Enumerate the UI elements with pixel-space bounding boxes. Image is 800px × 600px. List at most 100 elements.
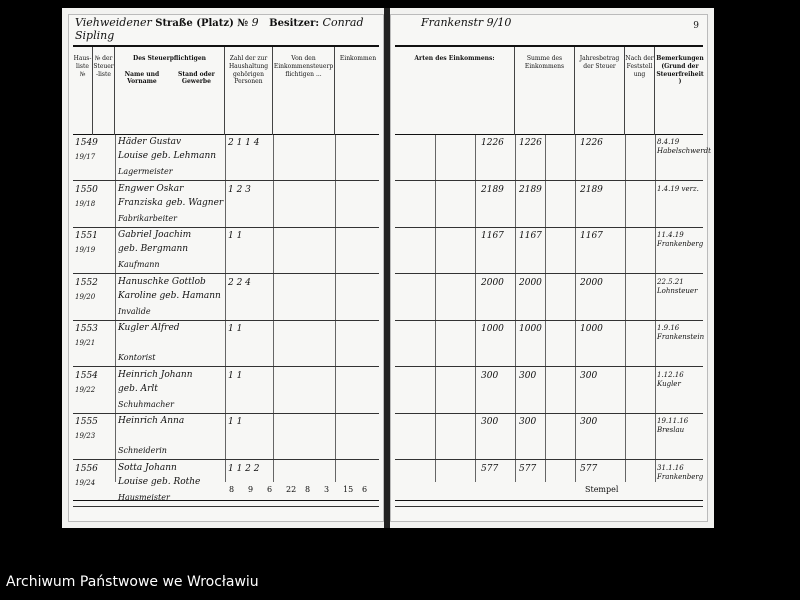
remark: 31.1.16 Frankenberg [657,463,704,481]
table-row: 300 300 300 19.11.16 Breslau [395,414,703,460]
tax-value: 300 [580,370,598,381]
row-number: 1552 [75,277,98,288]
taxpayer-name-2: geb. Arlt [118,383,158,394]
income-sum: 2189 [519,184,542,195]
table-row: 577 577 577 31.1.16 Frankenberg [395,461,703,507]
row-number: 1551 [75,231,98,241]
right-rows: 1226 1226 1226 8.4.19 Habelschwerdt 2189 … [395,135,711,507]
household-counts: 1 1 2 2 [228,463,260,474]
column-rule [515,135,516,482]
table-row: 1000 1000 1000 1.9.16 Frankenstein [395,321,705,367]
trade: Fabrikarbeiter [118,213,177,223]
income-sum: 300 [519,417,537,427]
summary-value: 9 [248,485,254,494]
household-counts: 1 1 [228,417,243,427]
income-sum: 1167 [519,231,542,241]
income-value: 1167 [481,231,504,241]
taxpayer-name: Kugler Alfred [118,323,180,333]
column-rule [545,135,546,482]
row-ref: 19/22 [75,385,96,394]
income-sum: 1226 [519,138,542,148]
table-row: 1550 19/18 Engwer Oskar Franziska geb. W… [73,182,379,228]
table-row: 300 300 300 1.12.16 Kugler [395,368,703,414]
tax-value: 577 [580,463,598,474]
stamp-text: Stempel [585,485,619,494]
binding-gutter [384,8,390,528]
row-ref: 19/19 [75,246,96,254]
trade: Kontorist [118,353,156,362]
summary-value: 6 [362,485,368,494]
table-row: 1551 19/19 Gabriel Joachim geb. Bergmann… [73,228,379,274]
taxpayer-name: Heinrich Johann [118,369,193,380]
remark: 11.4.19 Frankenberg [657,231,704,248]
column-rule [435,135,436,482]
table-row: 1552 19/20 Hanuschke Gottlob Karoline ge… [73,275,379,321]
taxpayer-name-2: Franziska geb. Wagner [118,197,224,208]
row-ref: 19/21 [75,339,96,347]
row-ref: 19/20 [75,292,96,301]
trade: Lagermeister [118,167,173,176]
taxpayer-name: Gabriel Joachim [118,230,192,240]
row-number: 1553 [75,324,98,334]
right-header: Arten des Einkommens: Summe des Einkomme… [395,47,704,135]
table-row: 1549 19/17 Häder Gustav Louise geb. Lehm… [73,135,379,181]
table-row: 2000 2000 2000 22.5.21 Lohnsteuer [395,275,703,321]
income-value: 300 [481,417,499,427]
summary-value: 22 [286,485,297,494]
income-sum: 300 [519,370,537,381]
right-page: Frankenstr 9/10 9 Arten des Einkommens: … [390,14,711,522]
summary-value: 15 [343,485,354,494]
trade: Hausmeister [118,492,170,502]
household-counts: 1 1 [228,324,243,334]
column-rule [475,135,476,482]
left-heading: Viehweidener Straße (Platz) № 9 Besitzer… [75,16,364,42]
register-scan: Viehweidener Straße (Platz) № 9 Besitzer… [62,8,714,528]
summary-row: 8 9 6 22 8 3 15 6 [73,482,379,500]
trade: Schuhmacher [118,399,174,409]
left-rows: 1549 19/17 Häder Gustav Louise geb. Lehm… [73,135,379,507]
income-sum: 2000 [519,277,542,288]
remark: 22.5.21 Lohnsteuer [657,277,698,295]
column-rule [625,135,626,482]
taxpayer-name-2: Louise geb. Rothe [118,476,201,487]
column-rule [115,135,116,482]
row-number: 1555 [75,417,98,427]
household-counts: 2 2 4 [228,277,251,288]
income-value: 1226 [481,138,504,148]
trade: Schneiderin [118,446,167,455]
column-rule [273,135,274,482]
income-sum: 1000 [519,324,542,334]
taxpayer-name: Hanuschke Gottlob [118,276,206,287]
archive-label: Archiwum Państwowe we Wrocławiu [6,574,259,590]
remark: 1.9.16 Frankenstein [657,324,705,341]
table-row: 1556 19/24 Sotta Johann Louise geb. Roth… [73,461,379,507]
table-row: 1167 1167 1167 11.4.19 Frankenberg [395,228,703,274]
row-ref: 19/23 [75,432,96,440]
trade: Kaufmann [118,260,160,269]
household-counts: 1 1 [228,231,243,241]
tax-value: 1226 [580,138,603,148]
taxpayer-name-2: Louise geb. Lehmann [118,151,217,161]
row-number: 1554 [75,370,98,381]
income-value: 300 [481,370,499,381]
table-row: 1553 19/21 Kugler Alfred Kontorist 1 1 [73,321,379,367]
taxpayer-name: Engwer Oskar [118,183,184,194]
row-ref: 19/24 [75,478,96,487]
summary-value: 8 [305,485,311,494]
column-rule [225,135,226,482]
taxpayer-name-2: geb. Bergmann [118,244,189,254]
summary-value: 8 [229,485,235,494]
row-ref: 19/17 [75,153,96,161]
remark: 1.12.16 Kugler [657,370,684,388]
household-counts: 1 1 [228,370,243,381]
remark: 19.11.16 Breslau [657,417,689,434]
column-rule [335,135,336,482]
tax-value: 2000 [580,277,603,288]
remark: 8.4.19 Habelschwerdt [657,138,711,155]
table-row: 1226 1226 1226 8.4.19 Habelschwerdt [395,135,711,181]
table-row: 1555 19/23 Heinrich Anna Schneiderin 1 1 [73,414,379,460]
summary-value: 6 [267,485,273,494]
income-value: 2000 [481,277,504,288]
taxpayer-name-2: Karoline geb. Hamann [118,290,221,301]
column-rule [655,135,656,482]
